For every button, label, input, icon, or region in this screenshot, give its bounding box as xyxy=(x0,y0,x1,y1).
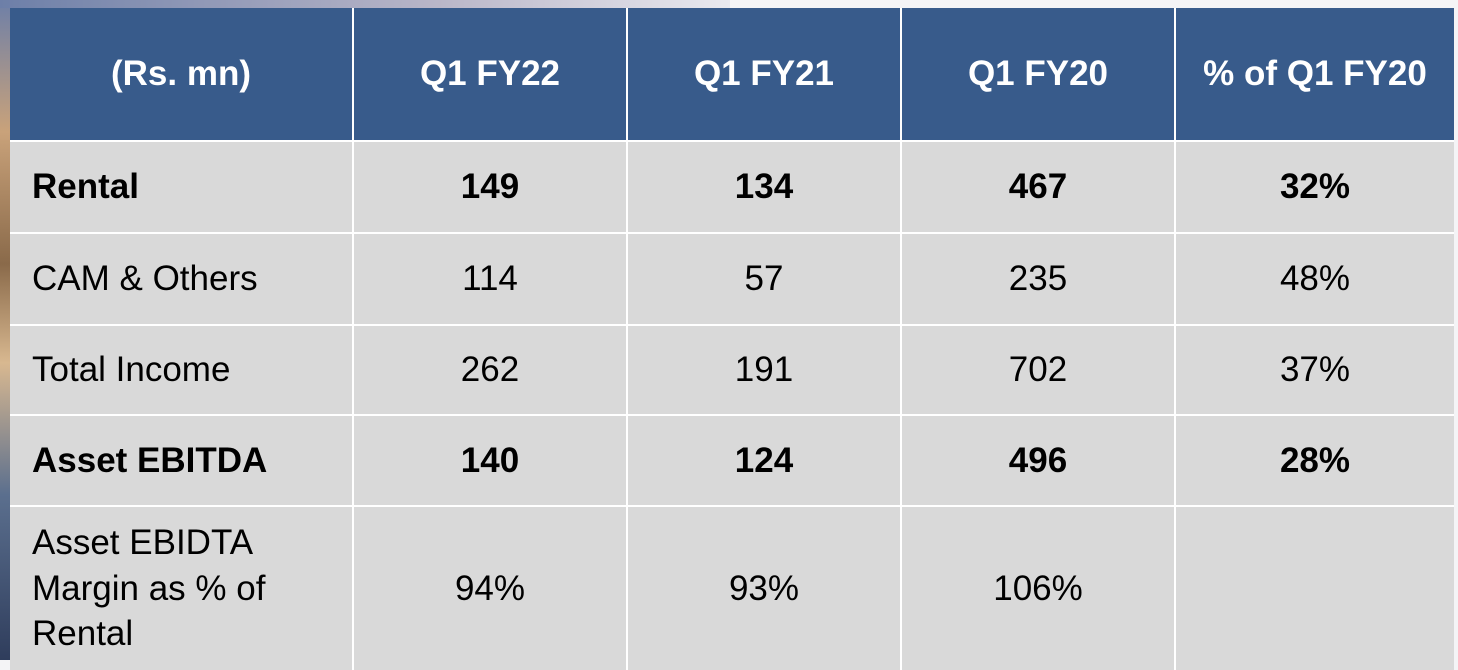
header-cell: % of Q1 FY20 xyxy=(1176,8,1454,140)
value-cell: 149 xyxy=(354,142,626,232)
value-cell: 48% xyxy=(1176,234,1454,324)
value-cell: 32% xyxy=(1176,142,1454,232)
row-label: Asset EBITDA xyxy=(10,416,352,505)
value-cell: 28% xyxy=(1176,416,1454,505)
value-cell: 235 xyxy=(902,234,1174,324)
header-cell: (Rs. mn) xyxy=(10,8,352,140)
value-cell: 93% xyxy=(628,507,900,670)
empty-cell xyxy=(1176,507,1454,670)
value-cell: 467 xyxy=(902,142,1174,232)
row-label: Asset EBIDTA Margin as % of Rental xyxy=(10,507,352,670)
header-cell: Q1 FY22 xyxy=(354,8,626,140)
background-photo-top xyxy=(0,0,730,8)
header-cell: Q1 FY21 xyxy=(628,8,900,140)
value-cell: 114 xyxy=(354,234,626,324)
value-cell: 191 xyxy=(628,326,900,414)
row-label: Total Income xyxy=(10,326,352,414)
header-cell: Q1 FY20 xyxy=(902,8,1174,140)
row-label: Rental xyxy=(10,142,352,232)
page: (Rs. mn)Q1 FY22Q1 FY21Q1 FY20% of Q1 FY2… xyxy=(0,0,1458,660)
value-cell: 134 xyxy=(628,142,900,232)
value-cell: 262 xyxy=(354,326,626,414)
value-cell: 106% xyxy=(902,507,1174,670)
value-cell: 37% xyxy=(1176,326,1454,414)
row-label: CAM & Others xyxy=(10,234,352,324)
value-cell: 124 xyxy=(628,416,900,505)
value-cell: 94% xyxy=(354,507,626,670)
value-cell: 140 xyxy=(354,416,626,505)
value-cell: 496 xyxy=(902,416,1174,505)
value-cell: 57 xyxy=(628,234,900,324)
value-cell: 702 xyxy=(902,326,1174,414)
